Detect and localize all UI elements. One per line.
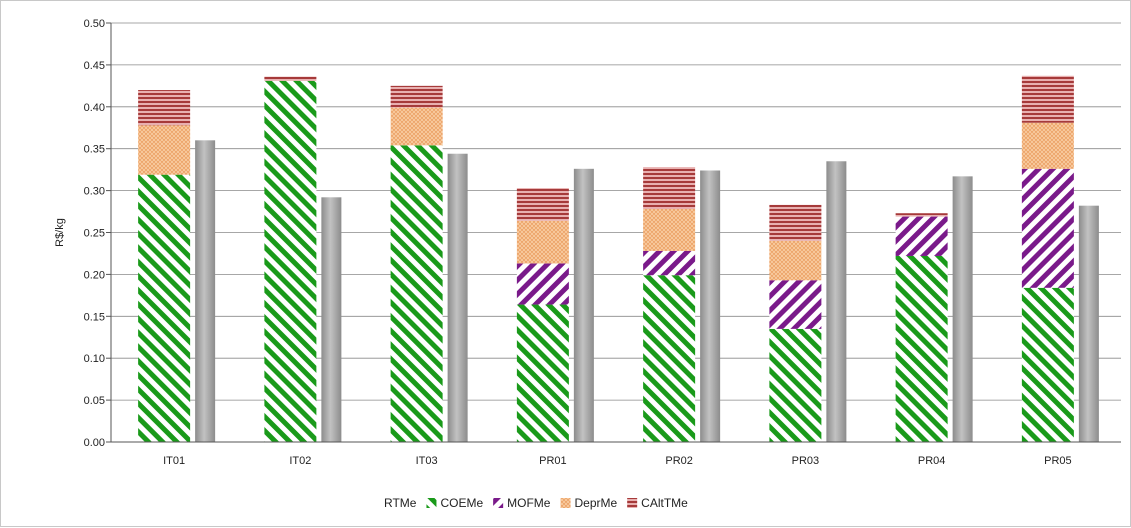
bar-coeme-it01 — [138, 174, 191, 443]
bar-coeme-it03 — [390, 145, 443, 442]
bar-rtme-pr04 — [952, 176, 973, 442]
y-tick-label: 0.45 — [84, 60, 105, 72]
legend-swatch-coeme — [426, 498, 437, 508]
bar-mofme-pr01 — [516, 263, 569, 305]
bar-calttme-pr02 — [643, 167, 696, 210]
bar-rtme-it02 — [321, 197, 342, 442]
bar-coeme-pr03 — [769, 328, 822, 442]
bars — [138, 75, 1099, 443]
bar-mofme-pr02 — [643, 250, 696, 276]
legend-label-mofme: MOFMe — [507, 496, 551, 510]
bar-mofme-pr04 — [895, 216, 948, 256]
y-tick-label: 0.05 — [84, 395, 105, 407]
bar-rtme-pr01 — [573, 168, 594, 442]
bar-deprme-pr03 — [769, 240, 822, 281]
bar-coeme-pr01 — [516, 304, 569, 442]
x-tick-label: PR01 — [539, 455, 567, 467]
legend-label-deprme: DeprMe — [574, 496, 617, 510]
bar-coeme-pr04 — [895, 255, 948, 442]
bar-coeme-pr02 — [643, 275, 696, 442]
bar-deprme-it03 — [390, 107, 443, 146]
x-tick-label: IT01 — [163, 455, 185, 467]
y-tick-label: 0.00 — [84, 437, 105, 449]
y-tick-label: 0.35 — [84, 144, 105, 156]
x-tick-label: PR02 — [665, 455, 693, 467]
y-tick-label: 0.10 — [84, 353, 105, 365]
bar-rtme-pr05 — [1078, 205, 1099, 442]
bar-calttme-pr03 — [769, 204, 822, 241]
legend-label-rtme: RTMe — [384, 496, 417, 510]
y-tick-label: 0.20 — [84, 269, 105, 281]
bar-calttme-pr05 — [1021, 75, 1074, 123]
bar-deprme-pr02 — [643, 209, 696, 251]
y-tick-label: 0.30 — [84, 186, 105, 198]
bar-calttme-it03 — [390, 85, 443, 108]
bar-coeme-it02 — [264, 80, 317, 443]
legend-label-coeme: COEMe — [440, 496, 483, 510]
bar-rtme-pr03 — [826, 161, 847, 442]
bar-calttme-pr04 — [895, 213, 948, 217]
legend: RTMe COEMe MOFMe DeprMe CAltTMe — [384, 496, 688, 510]
bar-mofme-pr03 — [769, 280, 822, 329]
bar-rtme-it01 — [195, 140, 216, 442]
x-tick-label: PR03 — [792, 455, 820, 467]
axes: 0.00 0.05 0.10 0.15 0.20 0.25 0.30 0.35 0.40 0.45… — [54, 18, 1121, 467]
bar-calttme-it02 — [264, 76, 317, 81]
bar-mofme-pr05 — [1021, 168, 1074, 288]
y-axis-title: R$/kg — [54, 218, 66, 247]
legend-swatch-deprme — [560, 498, 571, 508]
bar-calttme-it01 — [138, 90, 191, 126]
bar-deprme-pr05 — [1021, 122, 1074, 169]
bar-deprme-pr01 — [516, 220, 569, 264]
legend-swatch-calttme — [627, 498, 638, 508]
bar-rtme-pr02 — [700, 170, 721, 442]
bar-rtme-it03 — [447, 153, 468, 442]
bar-coeme-pr05 — [1021, 287, 1074, 442]
legend-swatch-mofme — [493, 498, 504, 508]
x-tick-label: IT02 — [289, 455, 311, 467]
bar-deprme-it01 — [138, 125, 191, 175]
y-tick-label: 0.50 — [84, 18, 105, 30]
x-tick-label: PR05 — [1044, 455, 1072, 467]
x-tick-label: PR04 — [918, 455, 946, 467]
bar-calttme-pr01 — [516, 188, 569, 221]
y-tick-label: 0.25 — [84, 228, 105, 240]
y-tick-label: 0.15 — [84, 311, 105, 323]
legend-label-calttme: CAltTMe — [641, 496, 688, 510]
x-tick-label: IT03 — [416, 455, 438, 467]
y-tick-label: 0.40 — [84, 102, 105, 114]
